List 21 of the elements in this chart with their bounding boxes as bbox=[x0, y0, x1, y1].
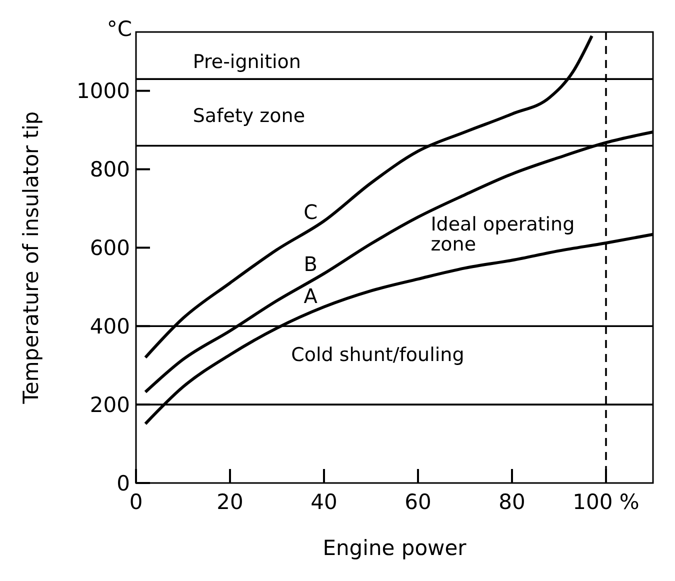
y-tick-label: 800 bbox=[90, 158, 130, 182]
y-tick-label: 1000 bbox=[76, 79, 130, 104]
x-axis-title: Engine power bbox=[322, 536, 467, 560]
annotation: Pre-ignition bbox=[192, 51, 301, 74]
annotation: Safety zone bbox=[192, 105, 306, 128]
y-tick-label: 600 bbox=[90, 236, 130, 260]
series-label: C bbox=[304, 200, 318, 224]
y-tick-label: 400 bbox=[90, 314, 130, 338]
x-tick-label: 80 bbox=[498, 490, 526, 514]
x-tick-label: 100 % bbox=[572, 490, 640, 514]
annotation: Cold shunt/fouling bbox=[291, 344, 464, 366]
x-tick-label: 40 bbox=[310, 490, 338, 514]
y-axis-title: Temperature of insulator tip bbox=[19, 111, 43, 405]
text: °C bbox=[106, 17, 132, 41]
series-label: B bbox=[304, 252, 318, 276]
series-label: A bbox=[304, 284, 318, 308]
y-tick-label: 200 bbox=[90, 392, 130, 417]
x-tick-label: 20 bbox=[216, 490, 244, 514]
y-tick-label: 0 bbox=[116, 471, 130, 496]
annotation: Ideal operating zone bbox=[430, 213, 575, 256]
x-tick-label: 60 bbox=[404, 490, 432, 514]
